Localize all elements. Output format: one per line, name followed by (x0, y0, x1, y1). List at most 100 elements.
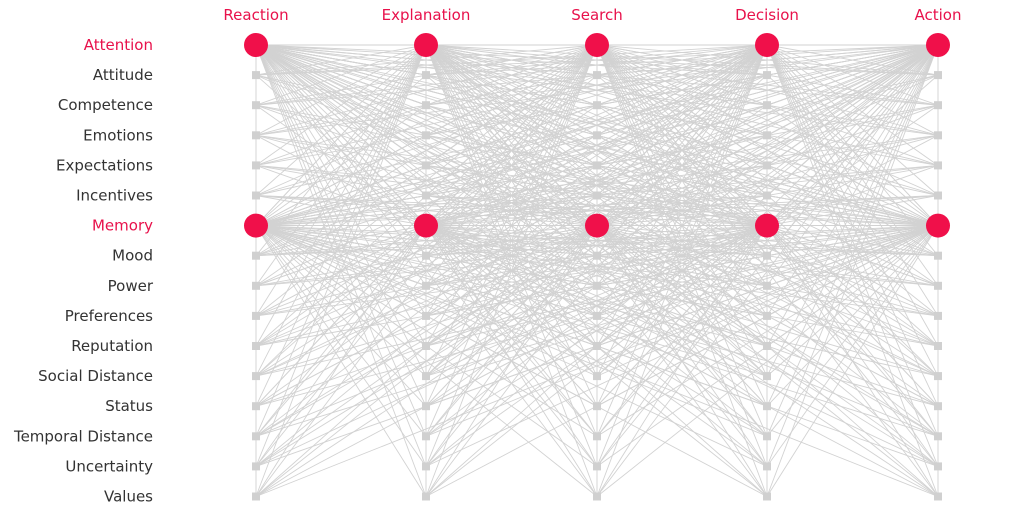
node-search-preferences[interactable] (593, 311, 601, 320)
node-explanation-preferences[interactable] (422, 311, 430, 320)
node-search-mood[interactable] (593, 251, 601, 260)
row-label-incentives: Incentives (76, 187, 153, 205)
node-explanation-social-distance[interactable] (422, 372, 430, 381)
node-decision-preferences[interactable] (763, 311, 771, 320)
node-action-uncertainty[interactable] (934, 462, 942, 471)
row-label-social-distance: Social Distance (38, 367, 153, 385)
node-reaction-values[interactable] (252, 492, 260, 501)
node-action-mood[interactable] (934, 251, 942, 260)
node-action-reputation[interactable] (934, 342, 942, 350)
node-explanation-status[interactable] (422, 402, 430, 411)
node-action-attitude[interactable] (934, 71, 942, 80)
node-reaction-expectations[interactable] (252, 161, 260, 170)
node-decision-reputation[interactable] (763, 342, 771, 350)
edge (255, 44, 598, 76)
node-reaction-reputation[interactable] (252, 342, 260, 350)
row-label-preferences: Preferences (65, 307, 153, 325)
edge (255, 44, 427, 166)
node-search-attention[interactable] (585, 33, 609, 57)
edge (766, 225, 939, 257)
node-reaction-uncertainty[interactable] (252, 462, 260, 471)
node-decision-competence[interactable] (763, 101, 771, 110)
node-reaction-temporal-distance[interactable] (252, 432, 260, 441)
node-reaction-social-distance[interactable] (252, 372, 260, 381)
node-action-incentives[interactable] (934, 191, 942, 200)
node-decision-social-distance[interactable] (763, 372, 771, 381)
node-search-temporal-distance[interactable] (593, 432, 601, 441)
edge (255, 225, 768, 347)
node-explanation-values[interactable] (422, 492, 430, 501)
node-decision-attitude[interactable] (763, 71, 771, 80)
node-search-competence[interactable] (593, 101, 601, 110)
edge (255, 225, 427, 287)
node-reaction-attitude[interactable] (252, 71, 260, 80)
edge (596, 225, 939, 257)
node-explanation-emotions[interactable] (422, 131, 430, 140)
node-reaction-power[interactable] (252, 281, 260, 290)
node-explanation-mood[interactable] (422, 251, 430, 260)
edge (766, 225, 939, 287)
node-search-memory[interactable] (585, 213, 609, 238)
node-reaction-preferences[interactable] (252, 311, 260, 320)
node-decision-memory[interactable] (755, 213, 779, 238)
node-decision-uncertainty[interactable] (763, 462, 771, 471)
node-search-uncertainty[interactable] (593, 462, 601, 471)
node-reaction-competence[interactable] (252, 101, 260, 110)
node-action-temporal-distance[interactable] (934, 432, 942, 441)
node-action-values[interactable] (934, 492, 942, 501)
node-reaction-emotions[interactable] (252, 131, 260, 140)
node-decision-status[interactable] (763, 402, 771, 411)
edge (425, 225, 939, 257)
node-search-emotions[interactable] (593, 131, 601, 140)
node-reaction-incentives[interactable] (252, 191, 260, 200)
node-decision-attention[interactable] (755, 33, 779, 57)
node-search-status[interactable] (593, 402, 601, 411)
node-explanation-uncertainty[interactable] (422, 462, 430, 471)
nodes-layer (244, 33, 950, 501)
node-action-expectations[interactable] (934, 161, 942, 170)
node-reaction-status[interactable] (252, 402, 260, 411)
node-action-attention[interactable] (926, 33, 950, 57)
edge (255, 164, 427, 227)
node-action-social-distance[interactable] (934, 372, 942, 381)
edge (425, 164, 939, 227)
node-action-competence[interactable] (934, 101, 942, 110)
node-explanation-power[interactable] (422, 281, 430, 290)
node-explanation-incentives[interactable] (422, 191, 430, 200)
node-search-reputation[interactable] (593, 342, 601, 350)
edge (425, 225, 939, 287)
node-search-social-distance[interactable] (593, 372, 601, 381)
node-action-status[interactable] (934, 402, 942, 411)
node-decision-incentives[interactable] (763, 191, 771, 200)
node-explanation-competence[interactable] (422, 101, 430, 110)
node-explanation-temporal-distance[interactable] (422, 432, 430, 441)
node-action-preferences[interactable] (934, 311, 942, 320)
edge (255, 225, 598, 257)
edge (596, 225, 939, 317)
node-reaction-attention[interactable] (244, 33, 268, 57)
node-search-incentives[interactable] (593, 191, 601, 200)
node-action-emotions[interactable] (934, 131, 942, 140)
node-decision-emotions[interactable] (763, 131, 771, 140)
edge (766, 104, 939, 226)
node-reaction-mood[interactable] (252, 251, 260, 260)
node-action-power[interactable] (934, 281, 942, 290)
node-explanation-attitude[interactable] (422, 71, 430, 80)
edge (766, 225, 939, 317)
node-explanation-reputation[interactable] (422, 342, 430, 350)
node-explanation-memory[interactable] (414, 213, 438, 238)
node-decision-values[interactable] (763, 492, 771, 501)
node-decision-expectations[interactable] (763, 161, 771, 170)
edge (425, 44, 939, 166)
node-search-attitude[interactable] (593, 71, 601, 80)
node-reaction-memory[interactable] (244, 213, 268, 238)
node-explanation-attention[interactable] (414, 33, 438, 57)
node-decision-temporal-distance[interactable] (763, 432, 771, 441)
node-search-values[interactable] (593, 492, 601, 501)
node-decision-mood[interactable] (763, 251, 771, 260)
node-decision-power[interactable] (763, 281, 771, 290)
node-action-memory[interactable] (926, 213, 950, 238)
node-search-expectations[interactable] (593, 161, 601, 170)
node-search-power[interactable] (593, 281, 601, 290)
node-explanation-expectations[interactable] (422, 161, 430, 170)
